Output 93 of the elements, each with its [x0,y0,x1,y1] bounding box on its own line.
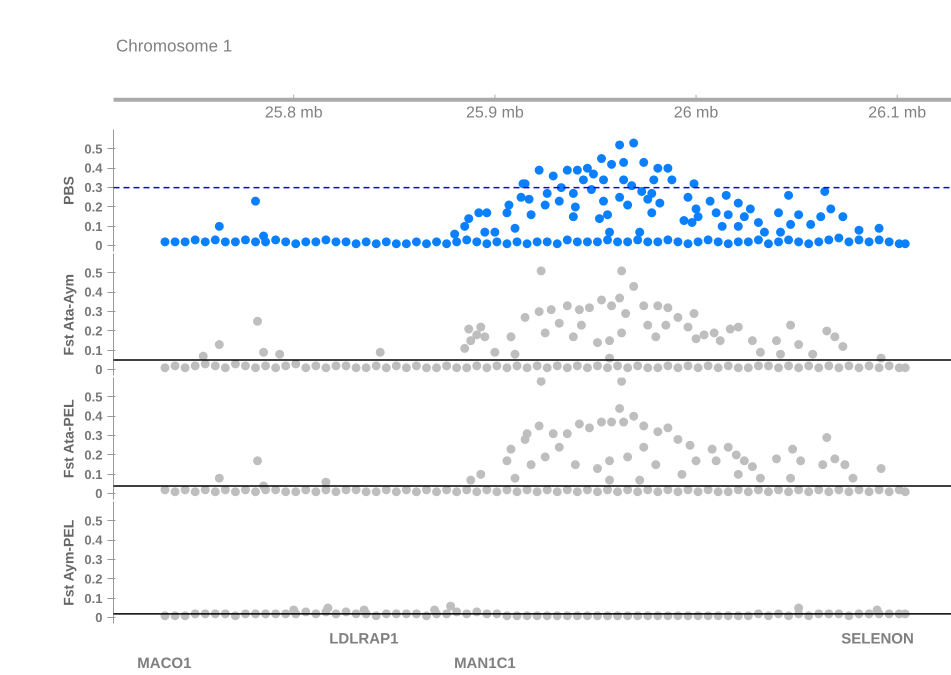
point [574,419,584,428]
point [818,460,828,470]
point [734,470,743,479]
point [786,474,796,483]
point [629,412,638,421]
point [605,456,614,466]
point [476,470,486,479]
point [562,429,572,438]
point [788,444,798,454]
text: SELENON [841,630,914,648]
point [596,418,606,427]
point [526,460,536,470]
y-tick-label: 0.4 [84,532,104,548]
point [554,442,564,452]
y-tick-label: 0.4 [84,408,104,424]
x-tick-label: 26 mb [674,104,718,122]
point [584,423,594,432]
point [605,476,614,485]
point [848,474,858,483]
y-tick-label: 0.1 [84,218,103,234]
point [677,470,686,479]
y-tick-label: 0.1 [84,466,103,482]
point [663,423,672,432]
y-axis-title: PBS [60,176,76,205]
point [748,462,757,472]
y-tick-label: 0 [95,610,103,626]
point [623,452,632,462]
y-tick-label: 0.5 [84,265,103,280]
point [615,404,624,413]
point [639,421,648,430]
point [548,429,558,438]
point [840,460,850,470]
point [830,454,840,464]
x-tick-label: 25.8 mb [264,104,323,122]
y-axis-title: Fst Aym-PEL [60,519,76,606]
point [466,476,476,485]
point [692,456,701,466]
point [510,474,520,483]
point [772,454,781,464]
point [708,444,717,454]
y-tick-label: 0.3 [84,552,103,568]
point [619,418,628,427]
point [214,474,224,483]
text: MAN1C1 [454,655,516,672]
y-axis-title: Fst Ata-Aym [60,274,76,356]
point [520,434,530,444]
point [724,442,733,452]
point [822,433,832,442]
point [635,476,644,485]
y-tick-label: 0 [95,362,103,378]
y-tick-label: 0 [95,238,103,254]
point [796,456,806,466]
y-tick-label: 0.2 [84,199,103,214]
point [673,434,682,444]
point [740,456,749,466]
point [607,418,616,427]
point [876,464,886,474]
point [502,456,512,466]
point [536,378,546,386]
x-tick-label: 26.1 mb [868,104,926,122]
point [756,474,765,483]
point [570,460,580,470]
y-tick-label: 0.1 [84,590,103,606]
y-axis-title: Fst Ata-PEL [60,398,76,478]
y-tick-label: 0.1 [84,342,103,358]
point [534,421,544,430]
x-tick-label: 25.9 mb [466,104,524,122]
y-tick-label: 0.3 [84,180,103,196]
point [592,464,602,474]
text: MACO1 [137,655,192,672]
point [651,460,660,470]
y-tick-label: 0 [95,486,103,502]
y-tick-label: 0.2 [84,447,103,462]
y-tick-label: 0.4 [84,160,104,176]
y-tick-label: 0.5 [84,513,103,528]
point [506,444,516,454]
point [712,456,721,466]
point [639,442,648,452]
point [732,450,741,460]
point [686,440,694,450]
point [617,378,626,386]
point [253,456,262,466]
text: LDLRAP1 [329,630,398,648]
y-tick-label: 0.5 [84,141,103,156]
y-tick-label: 0.2 [84,571,103,586]
point [653,427,662,436]
y-tick-label: 0.3 [84,428,103,444]
text: Chromosome 1 [116,36,232,56]
y-tick-label: 0.4 [84,284,104,300]
y-tick-label: 0.2 [84,323,103,338]
y-tick-label: 0.5 [84,389,103,404]
point [540,452,550,462]
y-tick-label: 0.3 [84,304,103,320]
